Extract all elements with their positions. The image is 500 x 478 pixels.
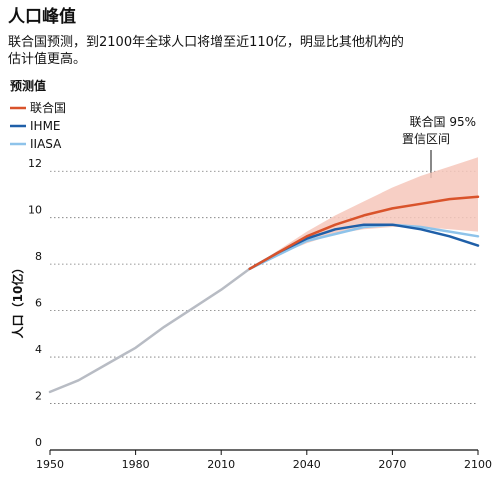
series-layer [48, 195, 480, 394]
y-tick-label-0: 0 [35, 436, 42, 449]
y-tick-label-4: 4 [35, 343, 42, 356]
legend-label-iiasa: IIASA [30, 137, 62, 151]
historical-line [48, 267, 251, 394]
chart-subtitle-line-2: 估计值更高。 [8, 51, 86, 67]
y-tick-label-8: 8 [35, 250, 42, 263]
legend-label-un: 联合国 [30, 100, 66, 115]
y-axis-label: 人口（10亿） [10, 262, 25, 339]
y-tick-label-2: 2 [35, 390, 42, 403]
series-line-iiasa [248, 223, 480, 271]
x-tick-label-1950: 1950 [36, 458, 64, 471]
legend-title: 预测值 [10, 78, 46, 93]
y-tick-label-12: 12 [28, 157, 42, 170]
y-tick-label-6: 6 [35, 297, 42, 310]
legend-label-ihme: IHME [30, 119, 61, 133]
legend: 联合国 IHME IIASA [10, 100, 66, 151]
axis-layer: 0 2 4 6 8 10 12 1950 1980 2010 2040 2070 2100 [28, 157, 492, 471]
x-tick-label-1980: 1980 [122, 458, 150, 471]
annotation-line-2: 置信区间 [402, 132, 450, 146]
annotation-line-1: 联合国 95% [410, 114, 477, 129]
y-tick-label-10: 10 [28, 204, 42, 217]
x-tick-label-2010: 2010 [207, 458, 235, 471]
x-tick-label-2040: 2040 [293, 458, 321, 471]
chart-title: 人口峰值 [8, 6, 76, 27]
series-line-un [248, 195, 480, 271]
x-tick-label-2070: 2070 [378, 458, 406, 471]
x-tick-label-2100: 2100 [464, 458, 492, 471]
chart-subtitle-line-1: 联合国预测，到2100年全球人口将增至近110亿，明显比其他机构的 [8, 34, 404, 50]
